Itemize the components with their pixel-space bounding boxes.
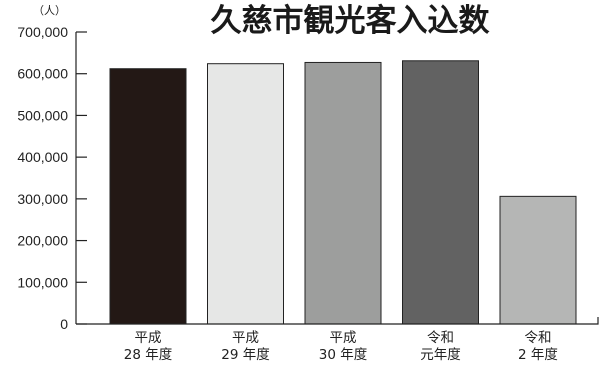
y-axis-ticks: 0 100,000 200,000 300,000 400,000 500,000 600,… <box>17 24 87 332</box>
y-tick-label: 200,000 <box>17 233 68 249</box>
y-tick-label: 700,000 <box>17 24 68 40</box>
y-tick-label: 500,000 <box>17 107 68 123</box>
chart-title: 久慈市観光客入込数 <box>211 3 490 39</box>
bar <box>499 195 577 325</box>
x-axis-line <box>76 317 599 325</box>
y-tick-label: 0 <box>60 316 68 332</box>
x-tick-label: 平成 <box>135 330 162 346</box>
x-tick-label: 28 年度 <box>124 347 172 363</box>
x-tick-label: 平成 <box>232 330 259 346</box>
x-tick-label: 30 年度 <box>319 347 367 363</box>
x-tick-label: 29 年度 <box>221 347 269 363</box>
x-tick-label: 令和 <box>427 330 454 346</box>
bar <box>304 61 382 325</box>
y-axis-unit: （人） <box>33 4 66 17</box>
x-tick-label: 元年度 <box>420 347 461 363</box>
y-tick-label: 100,000 <box>17 274 68 290</box>
y-tick-label: 300,000 <box>17 191 68 207</box>
bar <box>109 68 187 325</box>
x-tick-label: 2 年度 <box>518 347 558 363</box>
bars <box>109 60 577 325</box>
bar <box>207 63 284 325</box>
x-tick-label: 平成 <box>330 330 357 346</box>
bar <box>402 60 479 325</box>
x-tick-label: 令和 <box>525 330 552 346</box>
y-tick-label: 600,000 <box>17 66 68 82</box>
y-tick-label: 400,000 <box>17 149 68 165</box>
